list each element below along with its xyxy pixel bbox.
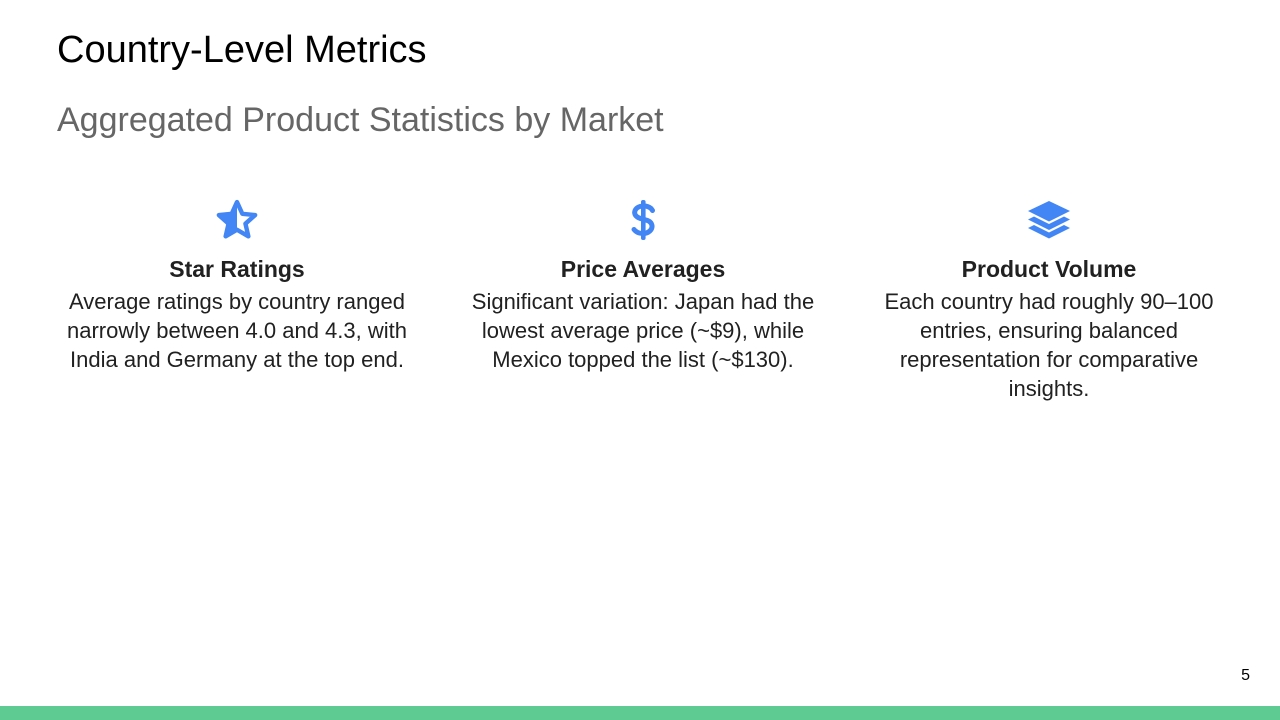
card-title: Price Averages (560, 256, 726, 282)
card-text: Each country had roughly 90–100 entries,… (884, 289, 1214, 401)
card-price-averages: Price Averages Significant variation: Ja… (463, 196, 823, 403)
dollar-icon (619, 196, 667, 244)
card-product-volume: Product Volume Each country had roughly … (869, 196, 1229, 403)
footer-accent-bar (0, 706, 1280, 720)
card-title: Star Ratings (169, 256, 305, 282)
card-title: Product Volume (961, 256, 1137, 282)
slide-subtitle: Aggregated Product Statistics by Market (57, 101, 664, 139)
card-star-ratings: Star Ratings Average ratings by country … (57, 196, 417, 403)
slide-title: Country-Level Metrics (57, 29, 427, 71)
star-icon (213, 196, 261, 244)
card-text: Significant variation: Japan had the low… (471, 289, 815, 372)
page-number: 5 (1241, 667, 1250, 684)
layers-icon (1025, 196, 1073, 244)
metrics-cards: Star Ratings Average ratings by country … (57, 196, 1229, 403)
card-text: Average ratings by country ranged narrow… (67, 289, 407, 372)
